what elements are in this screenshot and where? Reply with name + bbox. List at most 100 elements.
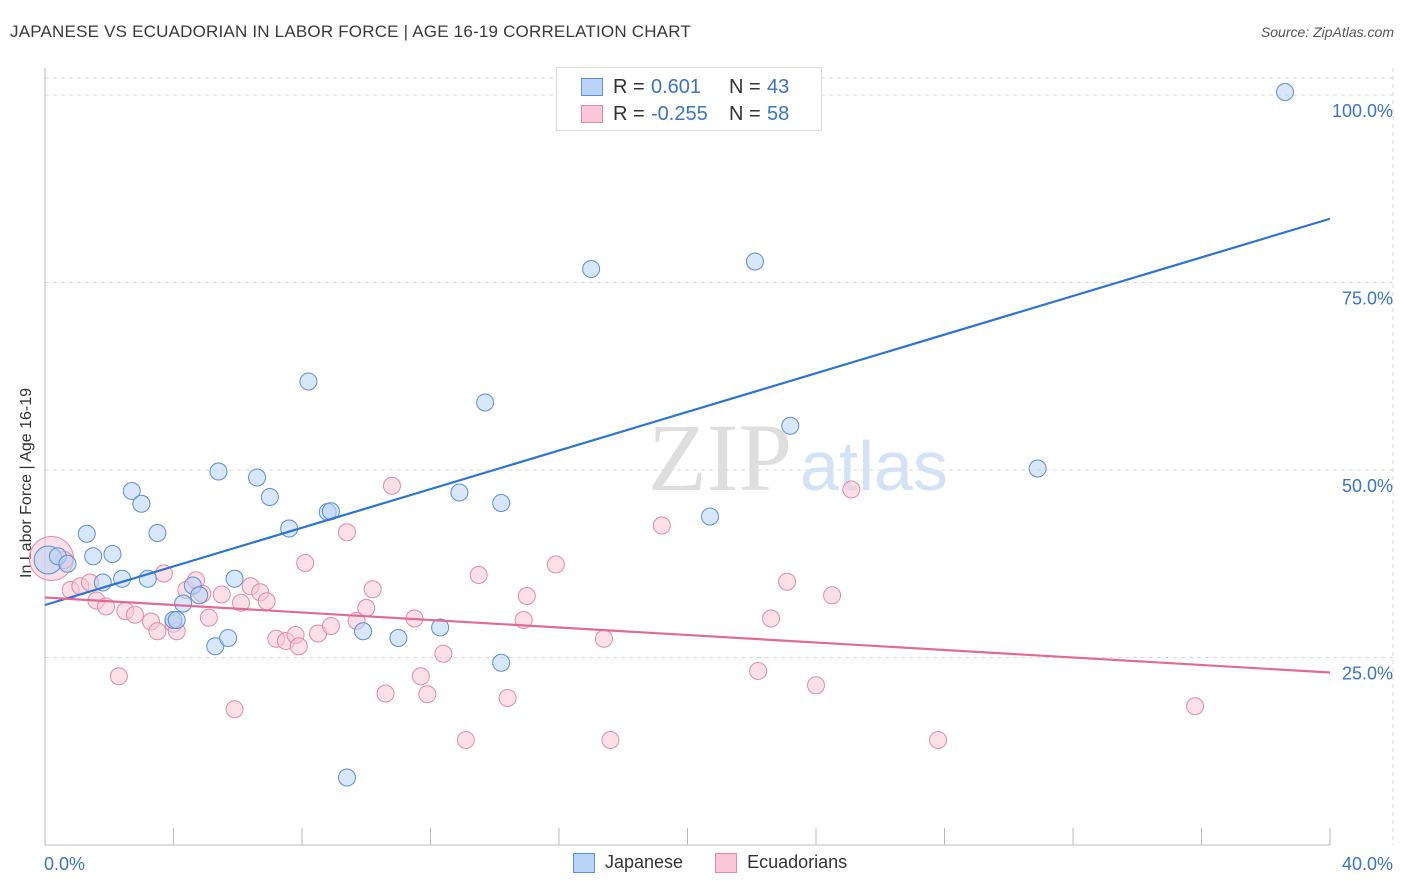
watermark-atlas: atlas (800, 427, 948, 505)
legend-r-value: 0.601 (651, 75, 702, 98)
ecuadorian-point (517, 587, 536, 605)
japanese-point (1028, 459, 1047, 478)
japanese-point (745, 252, 764, 271)
ecuadorian-point (148, 622, 167, 641)
japanese-trend-line (44, 217, 1331, 607)
ecuadorian-point (357, 599, 376, 617)
y-tick-label: 75.0% (1342, 289, 1393, 309)
ecuadorian-trend-line (44, 596, 1331, 674)
y-tick-label: 100.0% (1332, 101, 1393, 121)
legend-n-value: 58 (767, 102, 790, 125)
ecuadorian-point (363, 580, 382, 599)
japanese-point (190, 586, 209, 605)
ecuadorian-point (257, 592, 276, 611)
japanese-point (389, 629, 408, 647)
japanese-point (299, 372, 318, 391)
japanese-point (1276, 83, 1295, 101)
japanese-point (206, 637, 225, 656)
japanese-point (174, 594, 193, 613)
x-tick-label-max: 40.0% (1342, 854, 1393, 874)
japanese-point (431, 618, 450, 637)
japanese-point (492, 653, 511, 672)
ecuadorian-point (434, 644, 453, 663)
japanese-point (77, 524, 96, 543)
legend-row-ecuadorians: R = -0.255 N = 58 (581, 102, 789, 126)
japanese-point (219, 629, 238, 647)
japanese-point (260, 488, 279, 506)
chart-title: JAPANESE VS ECUADORIAN IN LABOR FORCE | … (10, 22, 691, 41)
legend-n-label: N = (729, 75, 761, 98)
legend-n-value: 43 (767, 75, 790, 98)
japanese-point (225, 569, 244, 588)
japanese-point (337, 768, 356, 787)
ecuadorian-point (601, 731, 620, 749)
ecuadorian-point (823, 586, 842, 605)
japanese-point (781, 416, 800, 435)
japanese-point (248, 468, 267, 487)
ecuadorian-point (376, 684, 395, 703)
axis-layer (44, 68, 1331, 846)
bottom-legend-swatch-japanese (573, 852, 595, 873)
ecuadorian-point (778, 572, 797, 591)
legend-swatch-ecuadorians (581, 105, 603, 123)
ecuadorian-point (929, 731, 948, 749)
ecuadorian-point (225, 700, 244, 719)
tick-labels: 25.0% 50.0% 75.0% 100.0% 0.0% 40.0% (44, 101, 1393, 874)
japanese-point (700, 507, 719, 526)
x-tick-label-min: 0.0% (44, 854, 85, 874)
bottom-legend-japanese: Japanese (573, 852, 683, 873)
ecuadorian-point (154, 564, 173, 583)
ecuadorian-point (842, 480, 861, 499)
japanese-point (209, 462, 228, 481)
japanese-point (132, 494, 151, 513)
japanese-point (476, 393, 495, 412)
ecuadorian-point (652, 516, 671, 535)
ecuadorian-points (28, 476, 1205, 749)
ecuadorian-point (382, 476, 401, 495)
bottom-legend-label-japanese: Japanese (605, 852, 684, 872)
japanese-point (582, 260, 601, 278)
ecuadorian-point (296, 554, 315, 572)
ecuadorian-point (546, 555, 565, 574)
ecuadorian-point (762, 609, 781, 628)
bottom-legend-label-ecuadorians: Ecuadorians (747, 852, 848, 872)
ecuadorian-point (594, 629, 613, 648)
legend-n-label: N = (729, 102, 761, 125)
ecuadorian-point (807, 676, 825, 695)
legend-swatch-japanese (581, 78, 603, 96)
japanese-point (450, 483, 469, 502)
japanese-point (148, 524, 167, 542)
ecuadorian-point (469, 566, 488, 584)
trend-layer (44, 217, 1331, 674)
bottom-legend-swatch-ecuadorians (715, 852, 738, 873)
legend-row-japanese: R = 0.601 N = 43 (581, 75, 789, 99)
bottom-legend-ecuadorians: Ecuadorians (715, 852, 847, 873)
ecuadorian-point (498, 689, 517, 707)
watermark-zip: ZIP (648, 404, 792, 511)
japanese-point (58, 554, 77, 573)
japanese-point (103, 545, 122, 563)
japanese-point (492, 494, 511, 512)
legend-r-label: R = (613, 102, 645, 125)
ecuadorian-point (321, 617, 340, 635)
source-label: Source: ZipAtlas.com (1260, 24, 1394, 40)
japanese-point (167, 611, 186, 629)
ecuadorian-point (125, 605, 144, 624)
ecuadorian-point (456, 731, 475, 749)
ecuadorian-point (212, 585, 231, 604)
legend-box: R = 0.601 N = 43 R = -0.255 N = 58 (556, 67, 822, 131)
y-tick-label: 25.0% (1342, 664, 1393, 684)
japanese-point (354, 622, 373, 641)
legend-r-label: R = (613, 75, 645, 98)
ecuadorian-point (109, 667, 128, 686)
ecuadorian-point (199, 608, 218, 627)
ecuadorian-point (231, 593, 250, 612)
japanese-point (122, 482, 141, 500)
ecuadorian-point (289, 637, 308, 656)
ecuadorian-point (749, 662, 768, 680)
ecuadorian-point (1186, 697, 1205, 716)
legend-r-value: -0.255 (651, 102, 708, 125)
japanese-point (84, 547, 103, 566)
y-tick-label: 50.0% (1342, 476, 1393, 496)
